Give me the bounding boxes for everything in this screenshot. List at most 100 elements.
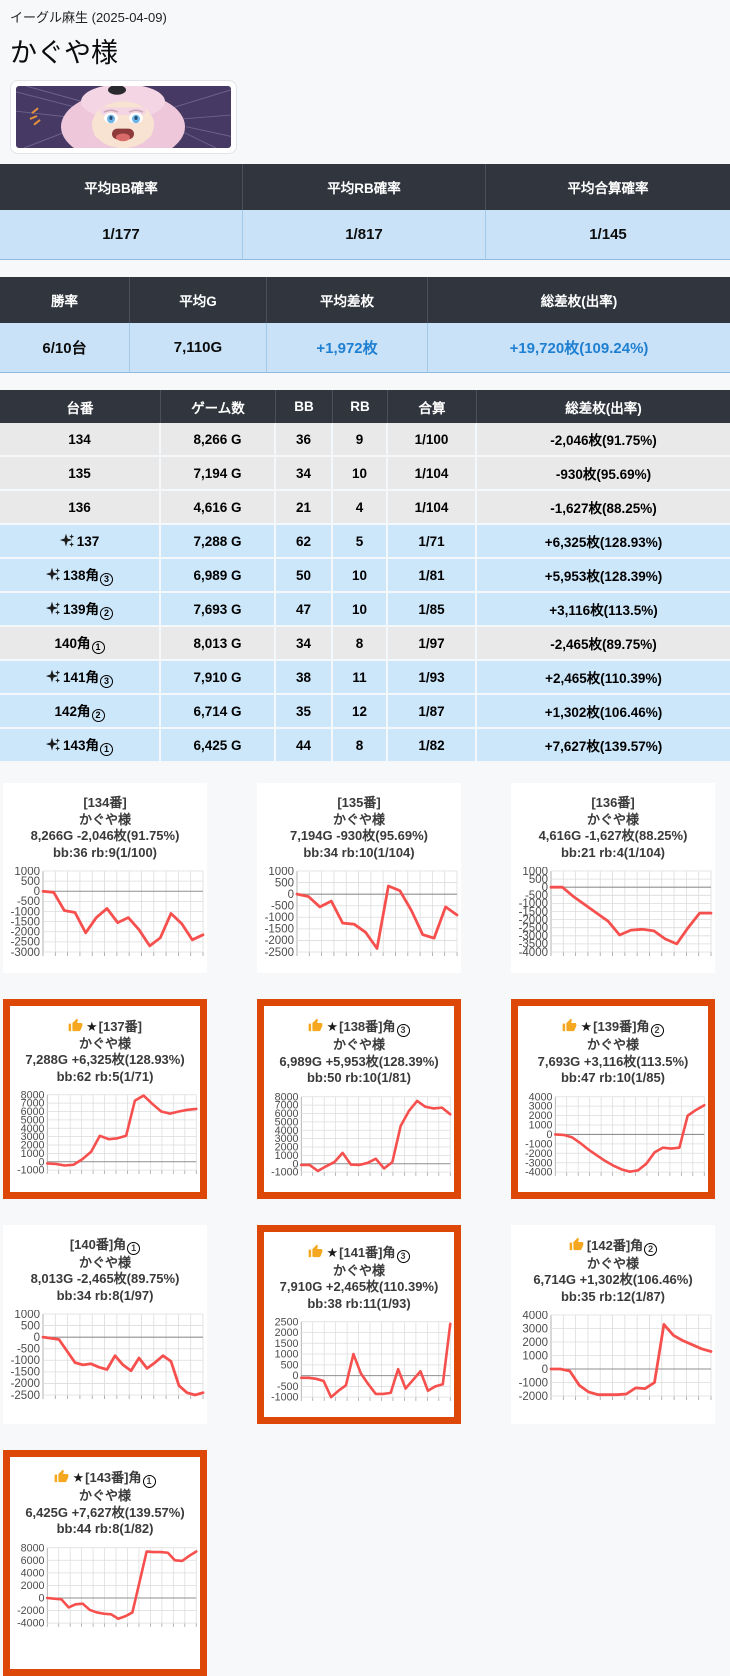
machine-key-visual	[10, 80, 237, 154]
chart-machine-name: かぐや様	[332, 811, 385, 827]
svg-text:8000: 8000	[275, 1093, 299, 1103]
machine-number-cell: 143角 1	[0, 729, 161, 763]
result-cell: -2,465枚(89.75%)	[477, 627, 730, 661]
chart-stat-line: 7,288G +6,325枚(128.93%)	[25, 1052, 185, 1067]
rb-cell: 8	[333, 729, 388, 763]
machine-number-cell: 136	[0, 491, 161, 525]
svg-text:-2500: -2500	[11, 937, 40, 949]
chart-card-title: ★[139番]角 2 かぐや様 7,693G +3,116枚(113.5%) bb:47…	[518, 1018, 708, 1087]
gassan-cell: 1/97	[388, 627, 477, 661]
corner-number-badge: 1	[142, 1475, 156, 1489]
gassan-cell: 1/71	[388, 525, 477, 559]
svg-text:-1000: -1000	[525, 1138, 552, 1150]
chart-card-title: ★[141番]角 3 かぐや様 7,910G +2,465枚(110.39%) bb:3…	[264, 1244, 454, 1313]
svg-text:-500: -500	[17, 1344, 40, 1356]
chart-card-135[interactable]: [135番] かぐや様 7,194G -930枚(95.69%) bb:34 rb:1…	[257, 783, 461, 973]
svg-text:2000: 2000	[529, 1110, 553, 1122]
chart-machine-name: かぐや様	[78, 1254, 131, 1270]
svg-text:500: 500	[529, 874, 548, 886]
chart-stat-line: 7,910G +2,465枚(110.39%)	[279, 1279, 439, 1295]
chart-card-title: [134番] かぐや様 8,266G -2,046枚(91.75%) bb:36 rb…	[3, 795, 207, 861]
machine-table-header-cell: BB	[276, 390, 333, 423]
chart-stat-line: 6,989G +5,953枚(128.39%)	[279, 1053, 439, 1069]
svg-text:6000: 6000	[275, 1108, 299, 1120]
svg-text:-1500: -1500	[11, 1367, 40, 1379]
chart-card-title: [142番]角 2 かぐや様 6,714G +1,302枚(106.46%) bb:35…	[511, 1237, 715, 1306]
svg-text:-4000: -4000	[525, 1166, 552, 1178]
chart-machine-number: [141番]	[339, 1244, 383, 1260]
svg-text:6000: 6000	[21, 1106, 45, 1118]
chart-title-line1: [135番]	[257, 795, 461, 812]
chart-card-136[interactable]: [136番] かぐや様 4,616G -1,627枚(88.25%) bb:21 rb…	[511, 783, 715, 973]
svg-text:0: 0	[293, 1370, 299, 1382]
svg-text:-2000: -2000	[519, 1391, 548, 1403]
avg-probability-value-row: 1/177 1/817 1/145	[0, 210, 730, 260]
chart-machine-number: [143番]	[85, 1470, 129, 1486]
svg-text:-1500: -1500	[265, 924, 294, 936]
result-cell: +5,953枚(128.39%)	[477, 559, 730, 593]
rb-cell: 4	[333, 491, 388, 525]
svg-text:-4000: -4000	[17, 1617, 44, 1629]
chart-card-title: [135番] かぐや様 7,194G -930枚(95.69%) bb:34 rb:1…	[257, 795, 461, 861]
result-cell: +2,465枚(110.39%)	[477, 661, 730, 695]
thumbs-up-icon	[308, 1244, 323, 1260]
overall-value-cell: +19,720枚(109.24%)	[428, 323, 730, 373]
svg-text:3000: 3000	[522, 1323, 548, 1335]
corner-number-badge: 1	[100, 743, 114, 756]
result-cell: -2,046枚(91.75%)	[477, 423, 730, 457]
chart-card-141[interactable]: ★[141番]角 3 かぐや様 7,910G +2,465枚(110.39%) bb:3…	[257, 1224, 461, 1425]
gassan-cell: 1/104	[388, 457, 477, 491]
svg-text:-1500: -1500	[11, 916, 40, 928]
chart-title-line1: ★[143番]角 1	[10, 1469, 200, 1489]
thumbs-up-icon	[308, 1018, 323, 1034]
svg-text:1000: 1000	[275, 1349, 299, 1361]
sparkle-icon	[45, 567, 61, 583]
page-header: イーグル麻生 (2025-04-09) かぐや様	[0, 0, 730, 70]
chart-card-134[interactable]: [134番] かぐや様 8,266G -2,046枚(91.75%) bb:36 rb…	[3, 783, 207, 973]
svg-text:1000: 1000	[14, 1310, 40, 1321]
svg-text:-500: -500	[271, 901, 294, 913]
svg-text:7000: 7000	[21, 1098, 45, 1110]
svg-text:2000: 2000	[275, 1141, 299, 1153]
chart-card-143[interactable]: ★[143番]角 1 かぐや様 6,425G +7,627枚(139.57%) bb:4…	[3, 1450, 207, 1676]
chart-card-142[interactable]: [142番]角 2 かぐや様 6,714G +1,302枚(106.46%) bb:35…	[511, 1224, 715, 1425]
corner-number-badge: 1	[91, 641, 105, 654]
chart-card-138[interactable]: ★[138番]角 3 かぐや様 6,989G +5,953枚(128.39%) bb:5…	[257, 999, 461, 1199]
chart-stat-line: 7,194G -930枚(95.69%)	[289, 828, 429, 843]
chart-bonus-line: bb:35 rb:12(1/87)	[560, 1288, 666, 1304]
chart-machine-number: [139番]	[593, 1019, 637, 1034]
svg-text:-2000: -2000	[265, 935, 294, 947]
chart-card-139[interactable]: ★[139番]角 2 かぐや様 7,693G +3,116枚(113.5%) bb:47…	[511, 999, 715, 1199]
avg-prob-value-cell: 1/145	[486, 210, 730, 260]
slump-chart-grid: [134番] かぐや様 8,266G -2,046枚(91.75%) bb:36 rb…	[0, 783, 730, 1676]
svg-text:0: 0	[288, 889, 294, 901]
machine-number-cell: 134	[0, 423, 161, 457]
svg-text:-2500: -2500	[265, 947, 294, 959]
machine-number-cell: 138角 3	[0, 559, 161, 593]
svg-text:-3000: -3000	[519, 931, 548, 943]
chart-title-line1: [134番]	[3, 795, 207, 812]
chart-card-140[interactable]: [140番]角 1 かぐや様 8,013G -2,465枚(89.75%) bb:34 …	[3, 1224, 207, 1425]
bb-cell: 44	[276, 729, 333, 763]
page-title: かぐや様	[10, 38, 118, 68]
svg-text:0: 0	[547, 1128, 553, 1140]
chart-bonus-line: bb:44 rb:8(1/82)	[56, 1521, 154, 1537]
svg-text:2000: 2000	[21, 1140, 45, 1152]
svg-text:500: 500	[281, 1359, 299, 1371]
machine-number-cell: 140角 1	[0, 627, 161, 661]
chart-card-137[interactable]: ★[137番] かぐや様 7,288G +6,325枚(128.93%) bb:62 …	[3, 999, 207, 1199]
star-icon: ★	[326, 1244, 339, 1260]
svg-text:-500: -500	[277, 1381, 298, 1393]
svg-text:0: 0	[293, 1158, 299, 1170]
svg-text:2000: 2000	[522, 1337, 548, 1349]
chart-stat-line: 6,425G +7,627枚(139.57%)	[25, 1504, 185, 1520]
avg-prob-value-cell: 1/177	[0, 210, 243, 260]
chart-machine-name: かぐや様	[78, 1035, 131, 1051]
svg-text:1000: 1000	[21, 1148, 45, 1160]
chart-bonus-line: bb:50 rb:10(1/81)	[306, 1070, 412, 1085]
chart-bonus-line: bb:34 rb:10(1/104)	[303, 844, 415, 860]
